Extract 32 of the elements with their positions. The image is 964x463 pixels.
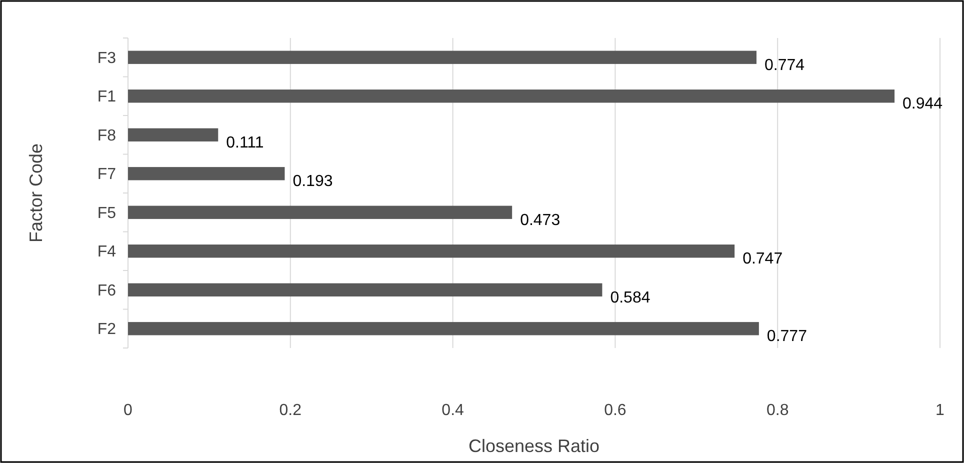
x-tick-label: 0.2 — [279, 402, 302, 419]
data-label: 0.747 — [742, 250, 783, 268]
y-tick-label: F6 — [97, 282, 116, 300]
x-axis-title: Closeness Ratio — [468, 436, 600, 456]
y-tick-label: F1 — [97, 88, 116, 106]
y-axis-title: Factor Code — [26, 143, 46, 243]
y-tick-label: F4 — [97, 244, 116, 261]
data-label: 0.193 — [292, 173, 333, 190]
data-label: 0.473 — [520, 212, 560, 229]
y-tick-label: F5 — [97, 204, 116, 222]
bar — [128, 322, 759, 336]
bar — [128, 283, 602, 296]
bar — [128, 90, 895, 103]
data-label: 0.111 — [226, 134, 264, 152]
data-label: 0.944 — [902, 96, 943, 113]
x-tick-label: 0 — [124, 402, 133, 419]
data-label: 0.774 — [764, 56, 805, 74]
x-tick-label: 1 — [936, 402, 945, 419]
bar — [128, 244, 735, 258]
bar — [128, 128, 218, 142]
bar — [128, 50, 756, 64]
y-tick-label: F8 — [97, 127, 116, 144]
x-tick-label: 0.6 — [604, 402, 626, 419]
y-tick-label: F2 — [97, 321, 116, 338]
bar — [128, 206, 512, 219]
y-tick-label: F7 — [97, 166, 116, 184]
x-tick-label: 0.4 — [442, 402, 464, 419]
bar — [128, 167, 285, 180]
data-label: 0.584 — [610, 289, 650, 306]
x-tick-label: 0.8 — [766, 402, 789, 419]
data-label: 0.777 — [766, 328, 808, 346]
y-tick-label: F3 — [97, 50, 116, 67]
